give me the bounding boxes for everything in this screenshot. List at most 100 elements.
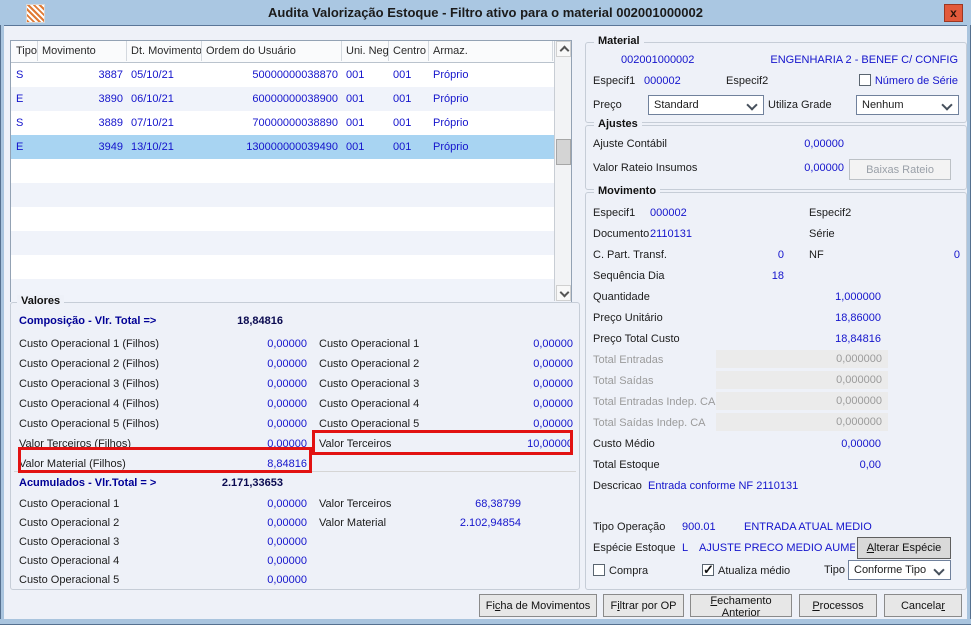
table-row[interactable] xyxy=(11,183,571,207)
table-row[interactable] xyxy=(11,231,571,255)
value-amount: 0,00000 xyxy=(533,378,573,390)
preco-select-value: Standard xyxy=(654,99,699,111)
table-row[interactable] xyxy=(11,279,571,303)
value-label: Valor Material (Filhos) xyxy=(19,458,126,470)
column-header[interactable]: Tipo xyxy=(12,41,38,61)
table-row[interactable] xyxy=(11,207,571,231)
field-label: Total Entradas xyxy=(593,354,664,366)
composicao-total: 18,84816 xyxy=(237,315,283,327)
table-row[interactable]: E 3890 06/10/21 60000000038900 001 001 Próprio xyxy=(11,87,571,111)
movimento-row: Total Saídas Indep. CA 0,000000 xyxy=(586,413,966,435)
checkbox-icon[interactable] xyxy=(858,74,871,86)
table-cell: 130000000039490 xyxy=(246,141,338,153)
field-value: 0 xyxy=(777,249,784,261)
section-divider xyxy=(14,471,576,472)
field-label: Quantidade xyxy=(593,291,650,303)
value-label: Custo Operacional 2 xyxy=(19,517,120,529)
alterar-especie-button[interactable]: Alterar Espécie xyxy=(857,537,951,559)
table-cell: 06/10/21 xyxy=(131,93,174,105)
field-label: Especif1 xyxy=(593,207,636,219)
table-scrollbar[interactable] xyxy=(554,41,571,301)
value-label: Valor Terceiros (Filhos) xyxy=(19,438,132,450)
value-amount: 10,00000 xyxy=(527,438,573,450)
ajustes-group: Ajustes Ajuste Contábil 0,00000 Valor Ra… xyxy=(585,118,967,190)
especie-estoque-desc: AJUSTE PRECO MEDIO AUMENTA xyxy=(699,542,855,554)
value-amount: 0,00000 xyxy=(267,358,307,370)
field-value: 0,00000 xyxy=(841,438,881,450)
column-header[interactable]: Dt. Movimento xyxy=(127,41,202,61)
checkbox-checked-icon[interactable] xyxy=(702,562,714,578)
filtrar-por-op-button[interactable]: Filtrar por OP xyxy=(603,594,684,617)
especie-estoque-code: L xyxy=(682,542,689,554)
composicao-title: Composição - Vlr. Total => xyxy=(19,315,157,327)
table-cell: 3889 xyxy=(98,117,123,129)
field-label: Especif2 xyxy=(809,207,852,219)
value-label: Custo Operacional 1 (Filhos) xyxy=(19,338,160,350)
atualiza-medio-checkbox[interactable]: Atualiza médio xyxy=(702,562,790,578)
value-amount: 0,00000 xyxy=(533,338,573,350)
preco-select[interactable]: Standard xyxy=(648,95,764,115)
tipo-select[interactable]: Conforme Tipo xyxy=(848,560,951,580)
especie-estoque-label: Espécie Estoque xyxy=(593,542,676,554)
field-label: C. Part. Transf. xyxy=(593,249,667,261)
table-row[interactable]: E 3949 13/10/21 130000000039490 001 001 Própri… xyxy=(11,135,571,159)
field-value-disabled: 0,000000 xyxy=(716,350,888,368)
column-header[interactable]: Centro xyxy=(389,41,429,61)
table-row[interactable]: S 3887 05/10/21 50000000038870 001 001 Próprio xyxy=(11,63,571,87)
cancelar-button[interactable]: Cancelar xyxy=(884,594,962,617)
field-label: NF xyxy=(809,249,824,261)
table-cell: S xyxy=(16,117,24,129)
table-cell: 13/10/21 xyxy=(131,141,174,153)
scroll-thumb[interactable] xyxy=(556,139,571,165)
table-cell: 001 xyxy=(393,141,412,153)
field-label: Custo Médio xyxy=(593,438,655,450)
field-label: Total Saídas xyxy=(593,375,654,387)
movimento-row: Quantidade 1,000000 xyxy=(586,289,966,309)
utiliza-grade-select[interactable]: Nenhum xyxy=(856,95,959,115)
numero-serie-checkbox[interactable]: Número de Série xyxy=(858,74,958,87)
ajuste-contabil-label: Ajuste Contábil xyxy=(593,138,667,150)
fechamento-anterior-button[interactable]: Fechamento Anterior xyxy=(690,594,792,619)
table-cell: Próprio xyxy=(433,117,469,129)
chevron-down-icon xyxy=(933,564,945,576)
field-value-disabled: 0,000000 xyxy=(716,392,888,410)
especif2-label: Especif2 xyxy=(726,75,769,87)
table-cell: Próprio xyxy=(433,69,469,81)
table-row[interactable]: S 3889 07/10/21 70000000038890 001 001 Próprio xyxy=(11,111,571,135)
column-header[interactable]: Ordem do Usuário xyxy=(202,41,342,61)
compra-checkbox[interactable]: Compra xyxy=(593,564,648,577)
value-amount: 0,00000 xyxy=(267,498,307,510)
value-amount: 0,00000 xyxy=(267,338,307,350)
ficha-de-movimentos-button[interactable]: Ficha de Movimentos xyxy=(479,594,597,617)
movimento-row: Custo Médio 0,00000 xyxy=(586,436,966,456)
scroll-up-icon[interactable] xyxy=(556,41,571,57)
column-header[interactable]: Uni. Neg. xyxy=(342,41,389,61)
close-button[interactable]: x xyxy=(944,4,963,22)
table-row[interactable] xyxy=(11,255,571,279)
value-amount: 0,00000 xyxy=(267,438,307,450)
processos-button[interactable]: Processos xyxy=(799,594,877,617)
column-header[interactable]: Movimento xyxy=(38,41,127,61)
field-value: 18,86000 xyxy=(835,312,881,324)
checkbox-icon[interactable] xyxy=(593,564,605,576)
value-amount: 0,00000 xyxy=(533,358,573,370)
field-label: Preço Total Custo xyxy=(593,333,680,345)
column-header[interactable]: Armaz. xyxy=(429,41,553,61)
value-amount: 0,00000 xyxy=(267,398,307,410)
material-group: Material 002001000002 ENGENHARIA 2 - BEN… xyxy=(585,35,967,123)
field-label: Série xyxy=(809,228,835,240)
movimento-row: Preço Unitário 18,86000 xyxy=(586,310,966,330)
table-cell: S xyxy=(16,69,24,81)
table-row[interactable] xyxy=(11,159,571,183)
ajustes-group-title: Ajustes xyxy=(594,118,642,130)
table-cell: 001 xyxy=(393,93,412,105)
scroll-down-icon[interactable] xyxy=(556,285,571,301)
movimento-row: C. Part. Transf. 0 NF 0 xyxy=(586,247,966,267)
table-cell: 001 xyxy=(393,117,412,129)
utiliza-grade-label: Utiliza Grade xyxy=(768,99,832,111)
ajuste-contabil-value: 0,00000 xyxy=(804,138,844,150)
value-amount: 0,00000 xyxy=(267,536,307,548)
field-label: Descricao xyxy=(593,480,642,492)
baixas-rateio-button[interactable]: Baixas Rateio xyxy=(849,159,951,180)
